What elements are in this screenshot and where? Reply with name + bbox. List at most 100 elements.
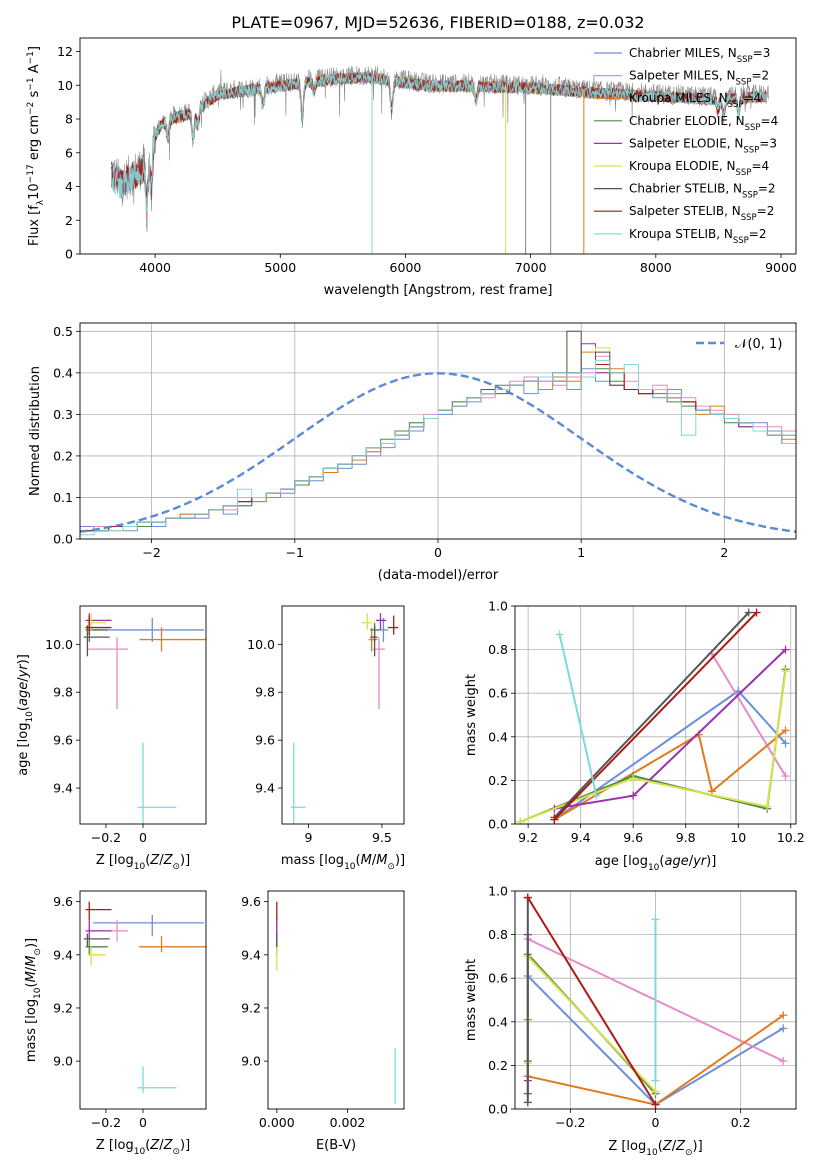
axis-label-part: mass weight xyxy=(464,959,479,1041)
axis-label-part: / xyxy=(372,853,377,868)
y-tick-label: 1.0 xyxy=(488,599,508,614)
x-tick-label: 2 xyxy=(720,545,728,560)
axis-label-part: Z xyxy=(662,1139,673,1154)
axis-label-part: 10 xyxy=(648,863,660,873)
plot-area xyxy=(268,891,404,1109)
axis-label-part: )] xyxy=(693,1139,703,1154)
errorbar-point xyxy=(87,946,106,966)
axis-label-part: Z xyxy=(163,853,174,868)
axis-label-part: A xyxy=(27,64,42,77)
y-tick-label: 0.4 xyxy=(488,729,508,744)
axis-label-part: M xyxy=(361,853,372,868)
weight-line xyxy=(558,634,598,796)
errorbar-point xyxy=(139,627,206,652)
figure-title: PLATE=0967, MJD=52636, FIBERID=0188, z=0… xyxy=(231,13,644,32)
axis-label-part: 10 xyxy=(25,711,35,723)
legend-entry: Salpeter MILES, NSSP=2 xyxy=(629,69,769,88)
weight-marker xyxy=(550,815,559,824)
x-tick-label: 4000 xyxy=(139,260,171,275)
axes-age_vs_Z: −0.2 09.49.69.810.0Z [log10(Z/Z⊙)]age [lo… xyxy=(16,605,207,872)
plot-area xyxy=(282,606,404,824)
weight-marker xyxy=(651,1076,660,1085)
y-tick-label: 9.4 xyxy=(241,947,261,962)
axis-label-part: −1 xyxy=(26,51,36,64)
weight-marker xyxy=(523,1098,532,1107)
y-tick-label: 0.6 xyxy=(488,686,508,701)
legend-sub: SSP xyxy=(745,123,761,133)
histogram-step xyxy=(80,359,796,539)
y-tick-label: 0.1 xyxy=(53,490,73,505)
weight-marker xyxy=(744,608,753,617)
axis-label-part: Z xyxy=(675,1139,686,1154)
weight-marker xyxy=(781,667,790,676)
plot-content xyxy=(523,893,788,1109)
plot-content xyxy=(110,65,769,254)
axis-label: E(B-V) xyxy=(316,1138,356,1153)
y-tick-label: 12 xyxy=(57,44,73,59)
axis-label-part: / xyxy=(672,1139,677,1154)
legend-suffix: =2 xyxy=(749,227,767,241)
x-tick-label: 8000 xyxy=(640,260,672,275)
y-tick-label: 0.8 xyxy=(488,642,508,657)
plot-content xyxy=(516,608,790,824)
errorbar-point xyxy=(83,933,110,947)
y-tick-label: 9.8 xyxy=(255,685,275,700)
errorbar-point xyxy=(92,617,205,642)
axis-label-part: / xyxy=(689,854,694,869)
y-tick-label: 0.4 xyxy=(53,365,73,380)
weight-marker xyxy=(516,817,525,824)
x-tick-label: 0.2 xyxy=(731,1115,751,1130)
legend-entry: Salpeter ELODIE, NSSP=3 xyxy=(629,136,777,155)
y-tick-label: 0.2 xyxy=(488,1058,508,1073)
legend-text: Salpeter ELODIE, N xyxy=(629,136,743,150)
axis-label-part: / xyxy=(24,966,39,971)
axis-label-part: M xyxy=(24,971,39,982)
axis-label-part: age xyxy=(664,854,688,869)
weight-marker xyxy=(781,645,790,654)
legend-suffix: =4 xyxy=(751,159,769,173)
y-tick-label: 9.4 xyxy=(255,781,275,796)
axis-label-part: ( xyxy=(658,1139,663,1154)
errorbar-point xyxy=(290,742,306,824)
axis-label-part: (data-model)/error xyxy=(378,568,499,583)
legend-suffix: =3 xyxy=(759,136,777,150)
legend-entry: Salpeter STELIB, NSSP=2 xyxy=(629,204,774,223)
weight-marker xyxy=(779,1011,788,1020)
errorbar-point xyxy=(87,637,129,710)
errorbar-point xyxy=(387,615,399,635)
weight-line xyxy=(553,611,750,819)
x-tick-label: −0.2 xyxy=(91,1115,121,1130)
legend-text: Salpeter MILES, N xyxy=(629,69,736,83)
axis-label-part: / xyxy=(159,853,164,868)
y-tick-label: 10 xyxy=(57,78,73,93)
x-tick-label: −0.2 xyxy=(91,830,121,845)
axis-label-part: ( xyxy=(145,1138,150,1153)
x-tick-label: 5000 xyxy=(264,260,296,275)
axis-label: Flux [fλ10−17 erg cm−2 s−1 A−1] xyxy=(26,46,46,246)
axis-label-part: −1 xyxy=(26,77,36,90)
axis-label-part: )] xyxy=(180,1138,190,1153)
weight-line xyxy=(553,611,758,821)
axis-label-part: age xyxy=(16,682,31,706)
x-tick-label: 0 xyxy=(434,545,442,560)
y-tick-label: 9.6 xyxy=(255,733,275,748)
x-tick-label: 10 xyxy=(730,830,746,845)
axis-label-part: Z [log xyxy=(96,1138,134,1153)
y-tick-label: 9.6 xyxy=(241,894,261,909)
y-tick-label: 9.6 xyxy=(53,894,73,909)
axes-frame xyxy=(79,322,797,540)
legend-entry: Chabrier MILES, NSSP=3 xyxy=(629,46,770,65)
legend-entry: Chabrier STELIB, NSSP=2 xyxy=(629,182,776,201)
errorbar-point xyxy=(139,936,206,953)
y-tick-label: 0.0 xyxy=(53,532,73,547)
axis-label-part: age [log xyxy=(16,723,31,776)
plot-content xyxy=(290,613,399,824)
axes-frame xyxy=(514,605,797,825)
legend-text: Kroupa MILES, N xyxy=(629,91,728,105)
y-tick-label: 10.0 xyxy=(45,637,73,652)
axis-label-part: Z [log xyxy=(96,853,134,868)
weight-line xyxy=(526,896,657,1106)
axis-label: Z [log10(Z/Z⊙)] xyxy=(96,1138,190,1157)
